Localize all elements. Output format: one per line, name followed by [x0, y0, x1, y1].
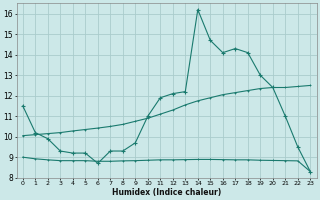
- X-axis label: Humidex (Indice chaleur): Humidex (Indice chaleur): [112, 188, 221, 197]
